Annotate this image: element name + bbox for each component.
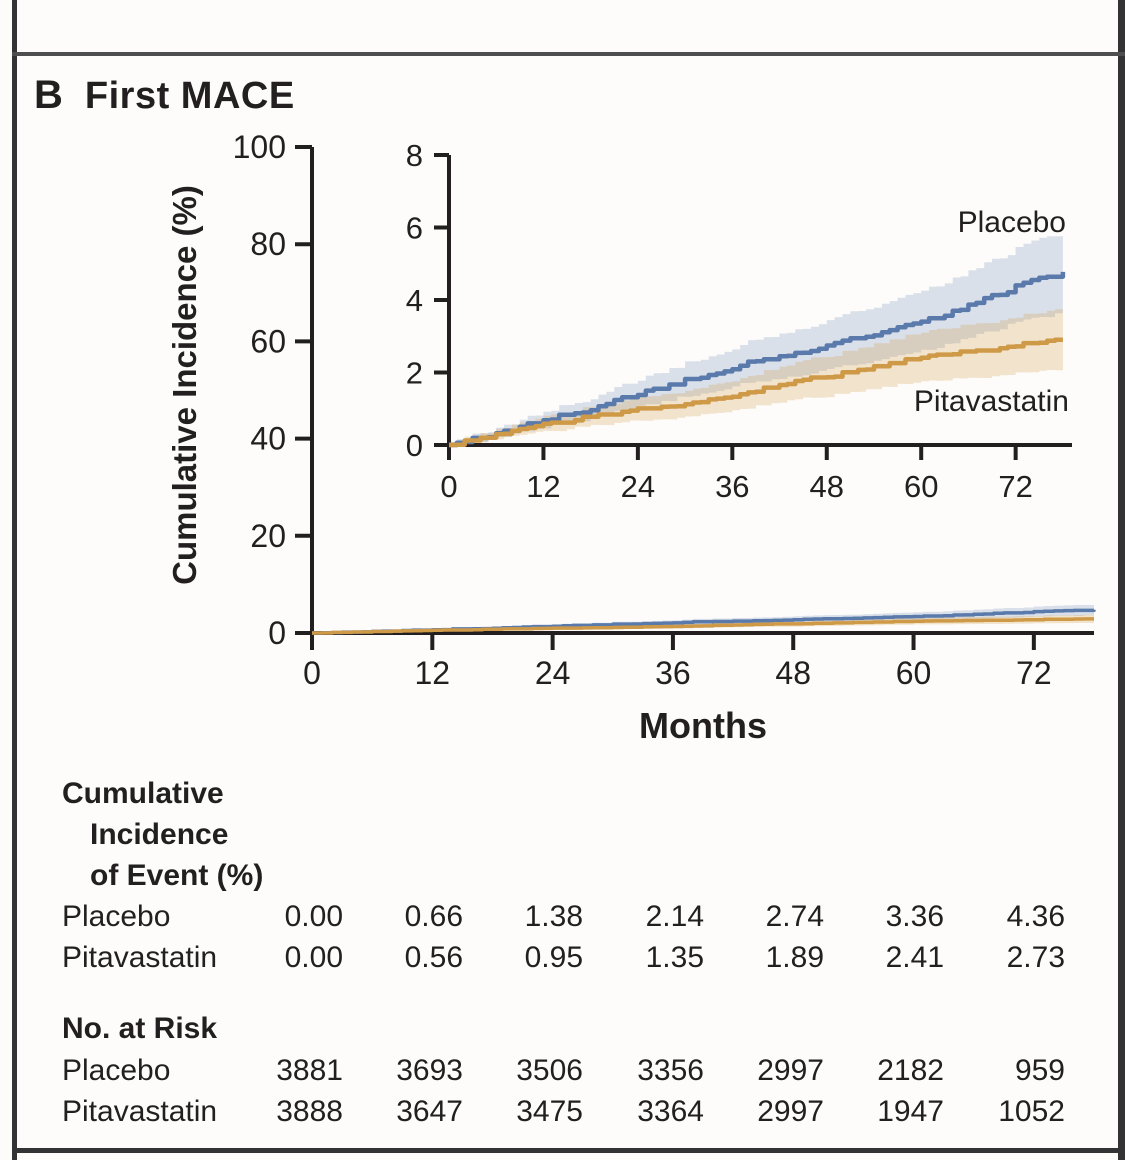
main-pitavastatin-curve [312,617,1094,635]
table-cell: 1.35 [645,941,704,974]
right-frame-border [1118,0,1125,1160]
table-cell: 2997 [757,1095,824,1128]
panel-label: B [34,73,63,117]
x-axis-title: Months [639,705,767,746]
main-y-tick-label: 0 [268,615,286,651]
table-row-risk-pitavastatin: Pitavastatin 3888 3647 3475 3364 2997 19… [0,1093,1125,1135]
table-cell: 959 [1014,1054,1065,1087]
inset-x-tick-label: 72 [998,469,1032,504]
table-header-line-2: Incidence [0,816,1125,858]
inset-x-tick-label: 12 [526,469,560,504]
table-cell: 4.36 [1006,900,1065,933]
table-cell: 3693 [396,1054,463,1087]
table-cell: 1947 [877,1095,944,1128]
table-cell: 2.41 [885,941,944,974]
table-cell: 2.73 [1006,941,1065,974]
top-panel-divider-rule [12,52,1125,56]
panel-title: B First MACE [34,75,295,115]
table-cell: 1.89 [765,941,824,974]
row-label: Pitavastatin [62,1095,218,1128]
main-y-tick-label: 40 [250,421,286,457]
table-cell: 0.95 [524,941,583,974]
table-cell: 3647 [396,1095,463,1128]
placebo-curve-label: Placebo [958,206,1066,239]
table-row-cumulative-placebo: Placebo 0.00 0.66 1.38 2.14 2.74 3.36 4.… [0,898,1125,940]
inset-y-tick-label: 4 [406,283,423,318]
table-cell: 0.00 [284,900,343,933]
main-x-tick-label: 72 [1016,655,1052,691]
main-x-tick-label: 12 [415,655,451,691]
table-cell: 3888 [276,1095,343,1128]
main-x-tick-label: 60 [896,655,932,691]
main-x-tick-label: 0 [303,655,321,691]
table-cell: 0.56 [404,941,463,974]
main-placebo-curve [312,608,1096,635]
table-row-cumulative-pitavastatin: Pitavastatin 0.00 0.56 0.95 1.35 1.89 2.… [0,939,1125,981]
main-y-tick-label: 80 [250,226,286,262]
table-cell: 3506 [516,1054,583,1087]
main-y-tick-label: 20 [250,518,286,554]
main-pitavastatin-confidence-band [312,614,1094,633]
table-header-text: Incidence [90,818,229,851]
inset-pitavastatin-curve [449,337,1063,448]
table-cell: 3881 [276,1054,343,1087]
table-cell: 3.36 [885,900,944,933]
table-cell: 1.38 [524,900,583,933]
table-cell: 1052 [998,1095,1065,1128]
table-cell: 0.66 [404,900,463,933]
table-header-line-1: Cumulative [0,775,1125,817]
inset-x-tick-label: 48 [810,469,844,504]
table-row-risk-placebo: Placebo 3881 3693 3506 3356 2997 2182 95… [0,1052,1125,1094]
row-label: Pitavastatin [62,941,218,974]
inset-y-tick-label: 2 [406,356,423,391]
main-x-tick-label: 24 [535,655,571,691]
inset-x-tick-label: 0 [440,469,457,504]
main-y-tick-label: 60 [250,323,286,359]
inset-x-tick-label: 36 [715,469,749,504]
left-frame-border [12,0,17,1160]
panel-title-text: First MACE [84,75,295,117]
table-header-text: of Event (%) [90,859,264,892]
main-x-tick-label: 48 [775,655,811,691]
table-cell: 0.00 [284,941,343,974]
table-cell: 3475 [516,1095,583,1128]
inset-y-tick-label: 6 [406,211,423,246]
row-label: Placebo [62,900,171,933]
inset-x-tick-label: 24 [621,469,655,504]
inset-placebo-confidence-band [449,230,1063,445]
inset-y-tick-label: 8 [406,138,423,173]
table-cell: 3356 [637,1054,704,1087]
table-cell: 3364 [637,1095,704,1128]
no-at-risk-header: No. at Risk [0,1010,1125,1052]
main-y-tick-label: 100 [233,129,286,165]
table-header-text: Cumulative [62,777,224,810]
pitavastatin-curve-label: Pitavastatin [914,385,1069,418]
row-label: Placebo [62,1054,171,1087]
inset-x-tick-label: 60 [904,469,938,504]
bottom-panel-divider-rule [12,1148,1125,1153]
table-cell: 2.74 [765,900,824,933]
main-x-tick-label: 36 [655,655,691,691]
table-cell: 2997 [757,1054,824,1087]
table-header-text: No. at Risk [62,1012,218,1045]
table-header-line-3: of Event (%) [0,857,1125,899]
y-axis-title: Cumulative Incidence (%) [166,185,203,585]
inset-pitavastatin-confidence-band [449,309,1063,445]
table-cell: 2182 [877,1054,944,1087]
inset-placebo-curve [449,271,1066,448]
table-cell: 2.14 [645,900,704,933]
inset-y-tick-label: 0 [406,428,423,463]
main-placebo-confidence-band [312,604,1094,633]
